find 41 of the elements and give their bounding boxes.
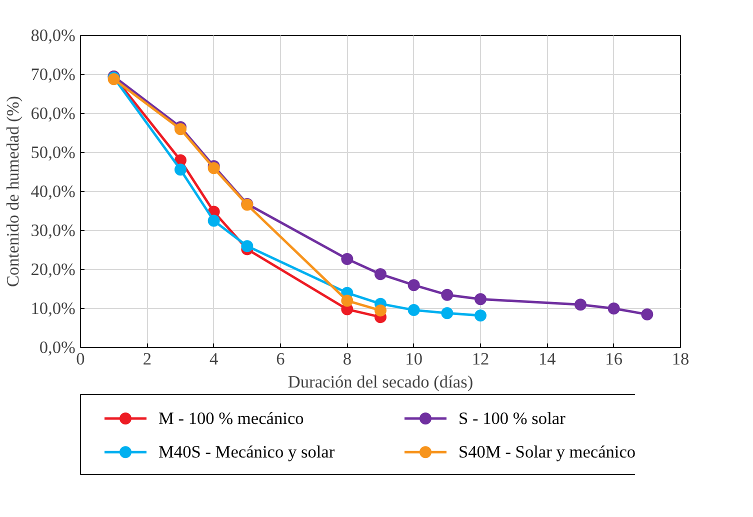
legend-label: M - 100 % mecánico: [158, 409, 304, 428]
point: [474, 310, 486, 322]
legend-label: M40S - Mecánico y solar: [158, 442, 335, 462]
point: [408, 279, 420, 292]
y-tick-label: 60,0%: [30, 104, 76, 123]
point: [341, 294, 354, 307]
point: [174, 164, 186, 176]
legend-label: S40M - Solar y mecánico: [458, 442, 636, 462]
x-axis-title: Duración del secado (días): [288, 372, 474, 392]
point: [474, 293, 486, 306]
x-tick-label: 8: [342, 350, 352, 368]
point: [374, 304, 386, 316]
x-tick-label: 2: [142, 350, 152, 368]
point: [441, 307, 454, 320]
point: [341, 252, 354, 265]
x-tick-label: 4: [210, 350, 218, 368]
y-tick-label: 50,0%: [30, 143, 76, 162]
point: [441, 288, 454, 301]
x-tick-label: 6: [276, 350, 286, 368]
x-tick-label: 14: [538, 350, 556, 368]
point: [574, 298, 586, 311]
point: [608, 302, 620, 314]
y-axis-title: Contenido de humedad (%): [4, 96, 23, 288]
x-tick-label: 12: [472, 350, 490, 368]
x-tick-label: 0: [76, 350, 85, 368]
point: [208, 214, 220, 227]
legend-label: S - 100 % solar: [458, 409, 566, 428]
y-tick-label: 20,0%: [30, 260, 76, 279]
y-tick-label: 70,0%: [30, 65, 76, 84]
y-tick-label: 40,0%: [30, 182, 76, 201]
y-tick-label: 80,0%: [30, 26, 76, 45]
point: [641, 308, 654, 320]
x-tick-label: 18: [672, 350, 690, 368]
point: [374, 268, 386, 280]
x-tick-label: 16: [605, 350, 623, 368]
point: [241, 240, 254, 252]
x-tick-label: 10: [405, 350, 422, 368]
y-tick-label: 30,0%: [30, 221, 76, 240]
y-tick-label: 10,0%: [30, 299, 76, 318]
y-tick-label: 0,0%: [39, 338, 76, 357]
point: [408, 304, 420, 316]
